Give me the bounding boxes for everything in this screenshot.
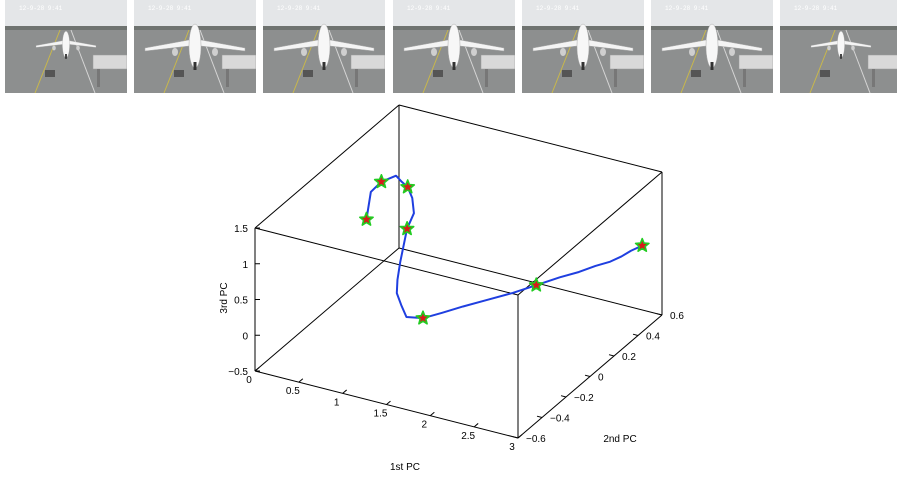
y-tick-label: −0.2 [574,393,594,404]
y-tick-label: 0.4 [646,332,660,343]
frame-thumbnail: 12-9-28 9:41 [522,0,644,93]
z-tick-label: 1 [242,260,248,271]
x-axis-label: 1st PC [390,462,420,473]
y-tick-label: 0.2 [622,352,636,363]
keyframe-star-marker [359,211,374,226]
trajectory-series [365,174,643,320]
z-axis-label: 3rd PC [219,282,230,313]
box-edge [398,247,663,316]
tick-mark [608,354,615,357]
tick-mark [536,415,543,418]
keyframe-star-marker [415,310,431,325]
keyframe-star-marker [400,179,416,194]
y-tick-label: −0.4 [550,414,570,425]
box-edge [398,104,663,173]
frame-timestamp: 12-9-28 9:41 [536,5,580,12]
tick-mark [386,400,391,405]
tick-mark [584,374,591,377]
tick-mark [342,389,347,394]
frame-timestamp: 12-9-28 9:41 [277,5,321,12]
frame-timestamp: 12-9-28 9:41 [19,5,63,12]
tick-mark [473,423,479,428]
airport-frame-image: 12-9-28 9:41 [5,0,127,93]
frame-timestamp: 12-9-28 9:41 [148,5,192,12]
tick-mark [430,411,435,417]
axes-box [254,104,663,439]
airport-frame-image: 12-9-28 9:41 [134,0,256,93]
y-tick-label: −0.6 [526,434,546,445]
x-tick-label: 1.5 [374,409,388,420]
keyframe-star-marker [634,237,650,252]
tick-mark [298,378,304,383]
tick-mark [517,434,523,439]
z-tick-label: −0.5 [228,367,248,378]
y-axis-label: 2nd PC [603,434,636,445]
box-edge [254,247,400,372]
tick-mark [656,313,663,316]
frame-timestamp: 12-9-28 9:41 [794,5,838,12]
airport-frame-image: 12-9-28 9:41 [780,0,897,93]
airport-frame-image: 12-9-28 9:41 [651,0,773,93]
tick-mark [254,367,260,372]
trajectory-line [365,174,643,320]
x-tick-label: 1 [334,397,340,408]
keyframe-star-marker [528,277,544,292]
frame-timestamp: 12-9-28 9:41 [407,5,451,12]
tick-mark [512,436,519,439]
keyframe-star-marker [399,221,415,236]
keyframe-star-marker [373,174,389,189]
box-edge [517,171,663,296]
tick-mark [632,333,639,336]
keyframe-markers [359,174,650,325]
frame-timestamp: 12-9-28 9:41 [665,5,709,12]
keyframe-strip: 12-9-28 9:41 12-9-28 9:41 12-9-28 9:41 1… [4,0,897,96]
airport-frame-image: 12-9-28 9:41 [522,0,644,93]
z-tick-label: 0 [242,331,248,342]
z-tick-label: 0.5 [234,296,248,307]
box-edge [254,227,519,296]
x-tick-label: 2 [422,420,428,431]
y-tick-label: 0 [598,373,604,384]
x-tick-label: 2.5 [461,431,475,442]
x-tick-label: 0 [246,375,252,386]
airport-frame-image: 12-9-28 9:41 [393,0,515,93]
tick-mark [560,395,567,398]
x-tick-label: 3 [509,442,515,453]
frame-thumbnail: 12-9-28 9:41 [263,0,385,93]
frame-thumbnail: 12-9-28 9:41 [134,0,256,93]
axis-ticks: 00.511.522.53−0.6−0.4−0.200.20.40.6−0.50… [228,224,684,453]
y-tick-label: 0.6 [670,311,684,322]
z-tick-label: 1.5 [234,224,248,235]
airport-frame-image: 12-9-28 9:41 [263,0,385,93]
frame-thumbnail: 12-9-28 9:41 [5,0,127,93]
x-tick-label: 0.5 [286,386,300,397]
frame-thumbnail: 12-9-28 9:41 [780,0,897,93]
frame-thumbnail: 12-9-28 9:41 [393,0,515,93]
pca-trajectory-3d-plot: 00.511.522.53−0.6−0.4−0.200.20.40.6−0.50… [219,104,684,473]
box-edge [254,104,400,229]
frame-thumbnail: 12-9-28 9:41 [651,0,773,93]
